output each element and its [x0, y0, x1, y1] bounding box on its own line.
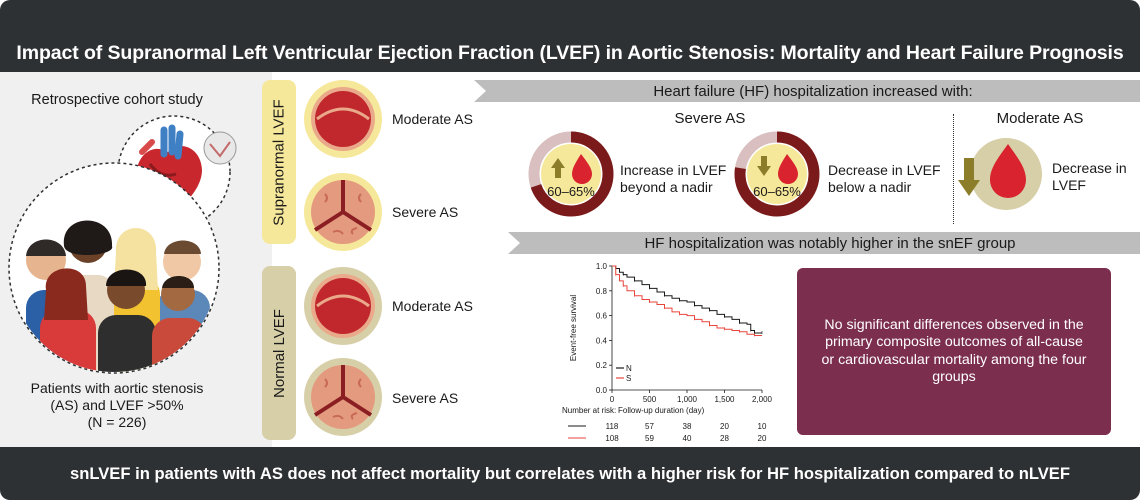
hf-banner-bg	[474, 80, 1140, 102]
lvef-range: 60–65%	[753, 184, 801, 199]
ring-gauge-down-icon	[734, 131, 820, 217]
x-tick-label: 2,000	[752, 395, 773, 404]
y-tick-label: 0.8	[596, 287, 608, 296]
x-tick-label: 1,500	[714, 395, 735, 404]
panel-chevron	[228, 72, 272, 447]
x-tick-label: 500	[643, 395, 657, 404]
legend-label: N	[626, 364, 632, 373]
moderate-valve-icon	[304, 80, 382, 158]
risk-value: 10	[758, 422, 767, 431]
y-tick-label: 0.2	[596, 361, 608, 370]
hf-banner: Heart failure (HF) hospitalization incre…	[653, 82, 973, 100]
legend-label: S	[626, 374, 631, 383]
risk-value: 40	[683, 434, 692, 443]
valve-label: Moderate AS	[392, 111, 473, 127]
normal-lvef-label: Normal LVEF	[262, 266, 296, 440]
people-crowd-icon	[8, 162, 220, 374]
page-title: Impact of Supranormal Left Ventricular E…	[16, 41, 1124, 64]
patients-line-1: Patients with aortic stenosis	[30, 380, 204, 396]
y-tick-label: 0.0	[596, 386, 608, 395]
footer-banner: snLVEF in patients with AS does not affe…	[0, 447, 1140, 500]
risk-value: 28	[720, 434, 729, 443]
supranormal-lvef-label: Supranormal LVEF	[262, 80, 296, 244]
moderate-decrease-icon	[958, 138, 1042, 210]
valve-label: Moderate AS	[392, 298, 473, 314]
blood-drop-icon	[778, 154, 798, 184]
x-tick-label: 1,000	[677, 395, 698, 404]
title-banner: Impact of Supranormal Left Ventricular E…	[0, 0, 1140, 72]
item1-text: Increase in LVEF beyond a nadir	[620, 162, 727, 195]
y-tick-label: 1.0	[596, 262, 608, 271]
ring-gauge-up-icon	[528, 131, 614, 217]
moderate-as-title: Moderate AS	[996, 110, 1084, 127]
km-banner: HF hospitalization was notably higher in…	[644, 234, 1016, 252]
moderate-valve-icon	[304, 267, 382, 345]
severe-as-title: Severe AS	[674, 110, 746, 127]
severe-valve-icon	[304, 358, 382, 436]
up-arrow-icon	[551, 158, 565, 178]
item3-text: Decrease in LVEF	[1052, 160, 1127, 193]
conclusion-text: No significant differences observed in t…	[821, 316, 1087, 386]
down-arrow-icon	[757, 156, 771, 176]
risk-value: 108	[605, 434, 619, 443]
risk-table-title: Number at risk:	[562, 406, 616, 415]
patients-line-3: (N = 226)	[87, 414, 147, 430]
kaplan-meier-chart: 0.0 0.2 0.4 0.6 0.8 1.0 0 500 1,000 1,500 2,000 Fol…	[562, 262, 773, 443]
blood-drop-icon	[572, 154, 592, 184]
item2-text: Decrease in LVEF below a nadir	[828, 162, 941, 195]
study-type: Retrospective cohort study	[31, 92, 203, 108]
risk-value: 57	[645, 422, 654, 431]
risk-value: 20	[720, 422, 729, 431]
conclusion-box: No significant differences observed in t…	[797, 268, 1111, 435]
km-banner-bg	[508, 232, 1140, 254]
risk-value: 20	[758, 434, 767, 443]
blood-drop-icon	[990, 144, 1026, 198]
down-arrow-icon	[958, 158, 980, 196]
severe-valve-icon	[304, 173, 382, 251]
y-tick-label: 0.4	[596, 336, 608, 345]
patients-line-2: (AS) and LVEF >50%	[50, 397, 184, 413]
y-axis-label: Event-free survival	[569, 295, 578, 361]
risk-value: 38	[683, 422, 692, 431]
valve-label: Severe AS	[392, 390, 459, 406]
valve-label: Severe AS	[392, 204, 459, 220]
y-tick-label: 0.6	[596, 312, 608, 321]
footer-text: snLVEF in patients with AS does not affe…	[69, 463, 1071, 483]
patients-description: Patients with aortic stenosis (AS) and L…	[12, 380, 222, 431]
x-axis-label: Follow-up duration (day)	[618, 406, 705, 415]
section-divider	[953, 114, 954, 224]
risk-value: 59	[645, 434, 654, 443]
lvef-range: 60–65%	[547, 184, 595, 199]
risk-value: 118	[606, 422, 619, 431]
x-tick-label: 0	[610, 395, 615, 404]
